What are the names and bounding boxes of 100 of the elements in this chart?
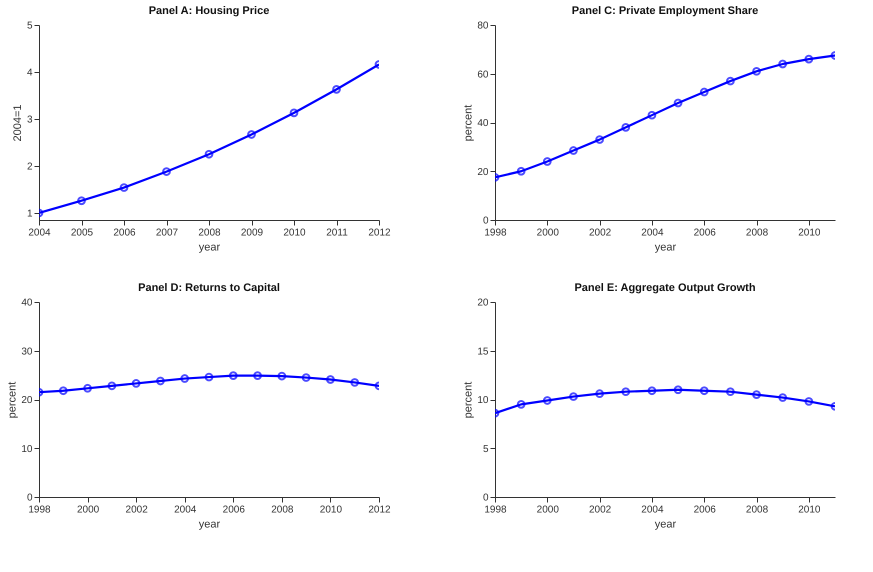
x-tick-label: 2012 [368,228,392,238]
x-tick-label: 2006 [222,504,246,516]
y-tick-label: 20 [21,395,33,406]
y-tick-label: 15 [477,346,489,358]
point [778,60,788,68]
point [332,85,341,94]
y-tick-label: 0 [26,492,33,504]
y-tick-label: 5 [482,444,489,455]
y-tick-label: 10 [477,395,489,406]
point [595,389,604,398]
point [700,88,709,96]
x-tick-label: 2000 [536,504,560,516]
x-axis-title: year [654,242,677,254]
y-tick-label: 40 [477,118,489,129]
x-tick-label: 2008 [746,504,769,516]
x-tick-label: 2011 [326,228,348,238]
x-tick-label: 2010 [798,228,821,238]
point [132,379,140,388]
y-tick-label: 60 [477,69,489,80]
point [726,387,735,396]
point [542,157,552,166]
x-tick-label: 2012 [368,504,392,516]
x-tick-label: 2000 [536,228,560,238]
point [516,400,526,409]
x-tick-label: 2004 [641,504,664,516]
point [752,66,761,76]
x-tick-label: 2002 [126,504,148,516]
chart-title: Panel E: Aggregate Output Growth [574,282,756,294]
x-tick-label: 2010 [798,504,821,516]
x-tick-label: 1998 [484,504,508,516]
point [77,196,86,206]
point [156,376,165,386]
point [516,166,526,176]
point [542,396,552,405]
y-tick-label: 20 [477,166,489,178]
point [674,385,682,394]
point [752,390,761,399]
point [247,130,256,139]
y-axis-title: 2004=1 [12,104,24,142]
point [648,386,656,396]
x-tick-label: 2006 [113,228,136,238]
point [726,76,735,86]
x-axis-title: year [198,518,221,530]
x-axis-title: year [654,518,677,530]
y-tick-label: 4 [26,67,33,78]
x-tick-label: 1998 [484,228,508,238]
chart-title: Panel A: Housing Price [148,5,270,17]
point [302,373,310,382]
y-tick-label: 40 [21,298,33,308]
x-tick-label: 2010 [320,504,342,516]
point [58,386,68,396]
point [83,384,92,393]
x-tick-label: 2008 [746,228,769,238]
point [228,371,238,380]
x-tick-label: 2000 [76,504,100,516]
point [648,110,656,120]
y-axis-title: percent [462,104,474,142]
point [204,150,214,159]
x-axis-title: year [198,242,221,254]
point [108,382,116,390]
x-tick-label: 2006 [694,504,716,516]
chart-title: Panel C: Private Employment Share [572,5,758,17]
y-axis-title: percent [6,382,18,418]
x-tick-label: 2006 [694,228,716,238]
point [569,392,578,401]
x-tick-label: 2008 [271,504,294,516]
x-tick-label: 2007 [156,228,179,238]
point [290,108,298,118]
y-tick-label: 3 [26,114,33,126]
point [180,374,190,383]
point [804,397,814,406]
x-tick-label: 2008 [198,228,222,238]
point [621,387,630,396]
point [162,167,171,176]
x-tick-label: 2002 [588,228,612,238]
point [804,54,814,64]
point [350,378,360,387]
point [204,372,214,382]
y-tick-label: 20 [477,298,489,308]
point [700,386,709,396]
y-tick-label: 1 [26,208,33,220]
x-tick-label: 2002 [588,504,612,516]
x-tick-label: 2005 [70,228,94,238]
point [120,183,128,192]
y-tick-label: 80 [477,20,489,32]
chart-title: Panel D: Returns to Capital [138,282,280,294]
y-tick-label: 0 [482,216,489,226]
y-tick-label: 10 [21,444,33,455]
point [674,98,682,108]
point [278,372,286,380]
point [326,375,335,384]
x-tick-label: 2010 [283,228,306,238]
point [253,371,262,380]
x-tick-label: 2004 [641,228,664,238]
point [778,393,788,402]
y-tick-label: 30 [21,346,33,358]
x-tick-label: 1998 [28,504,52,516]
x-tick-label: 2004 [174,504,197,516]
point [621,123,630,132]
x-tick-label: 2009 [240,228,264,238]
